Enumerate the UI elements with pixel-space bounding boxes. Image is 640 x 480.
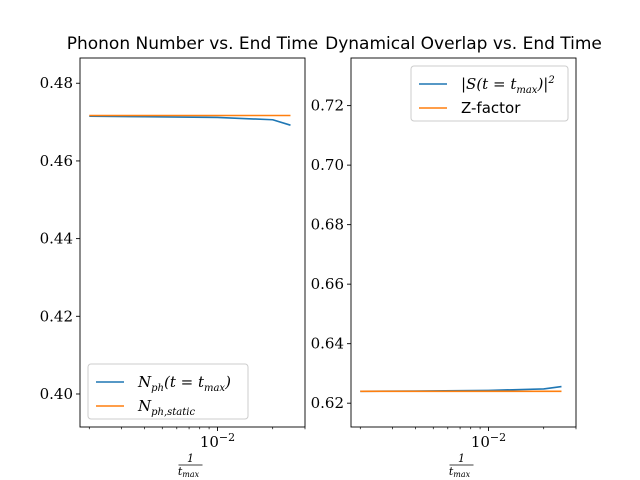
- y-tick-label: 0.62: [311, 394, 344, 412]
- legend-label-1: |S(t = tmax)|2: [461, 75, 555, 96]
- series-line-1: [89, 115, 291, 126]
- legend: |S(t = tmax)|2 Z-factor: [410, 65, 569, 122]
- axes-frame: [350, 57, 577, 428]
- y-tick-label: 0.44: [40, 230, 73, 248]
- chart-title: Phonon Number vs. End Time: [67, 34, 319, 54]
- x-tick-label: 10−2: [471, 431, 506, 451]
- y-tick-label: 0.70: [311, 156, 344, 174]
- legend-label-2: Z-factor: [461, 99, 521, 117]
- chart-title: Dynamical Overlap vs. End Time: [325, 34, 602, 54]
- y-tick-label: 0.40: [40, 385, 73, 403]
- y-tick-label: 0.42: [40, 307, 73, 325]
- x-label-denominator: tmax: [178, 465, 200, 479]
- x-tick-label: 10−2: [200, 431, 235, 451]
- y-tick-label: 0.72: [311, 97, 344, 115]
- legend-label-1: Nph(t = tmax): [137, 373, 231, 394]
- y-tick-label: 0.46: [40, 152, 73, 170]
- y-tick-label: 0.68: [311, 216, 344, 234]
- y-tick-label: 0.66: [311, 275, 344, 293]
- x-label-numerator: 1: [187, 452, 194, 465]
- x-label-denominator: tmax: [449, 465, 471, 479]
- chart-2: Dynamical Overlap vs. End Time 0.62 0.64 0.…: [311, 34, 602, 479]
- y-tick-label: 0.64: [311, 335, 344, 353]
- x-label-numerator: 1: [458, 452, 465, 465]
- chart-1: Phonon Number vs. End Time 0.40 0.42 0.44 0.…: [40, 34, 319, 479]
- legend: Nph(t = tmax) Nph,static: [87, 363, 249, 420]
- legend-label-2: Nph,static: [137, 397, 195, 418]
- legend-frame: [87, 363, 249, 420]
- legend-frame: [410, 65, 569, 122]
- axes-frame: [79, 57, 306, 428]
- y-tick-label: 0.48: [40, 74, 73, 92]
